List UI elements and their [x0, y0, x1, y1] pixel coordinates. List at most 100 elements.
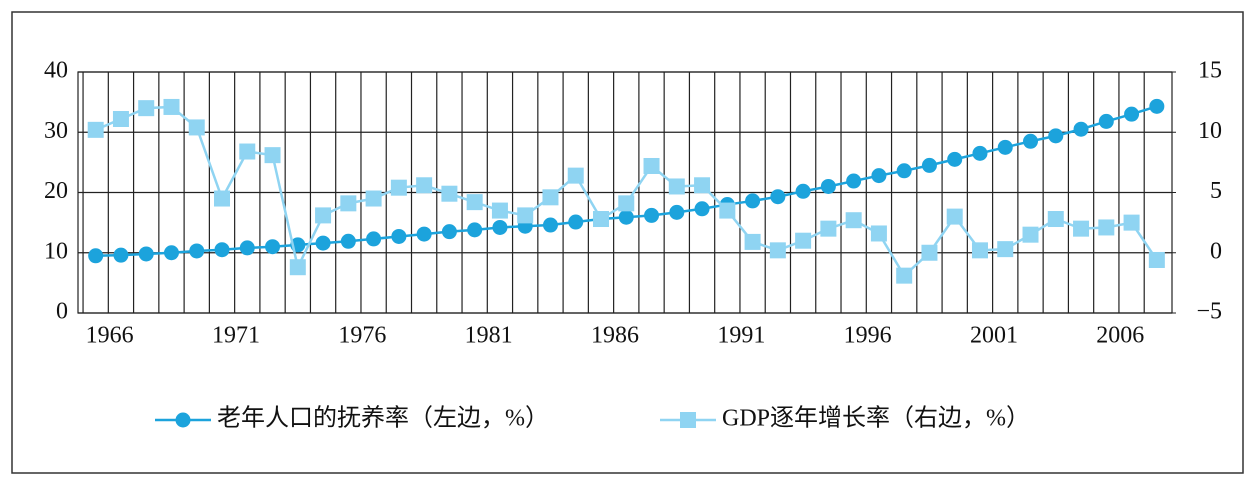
marker — [744, 233, 761, 250]
marker — [1073, 121, 1089, 137]
marker — [466, 194, 483, 211]
marker — [694, 177, 711, 194]
legend-marker — [175, 412, 191, 428]
marker — [644, 207, 660, 223]
marker — [820, 178, 836, 194]
marker — [467, 222, 483, 238]
y2-tick-label: 0 — [1210, 238, 1222, 264]
marker — [163, 98, 180, 115]
x-tick-label: 2006 — [1096, 323, 1144, 349]
y2-tick-label: 15 — [1198, 58, 1222, 84]
marker — [340, 195, 357, 212]
marker — [214, 242, 230, 258]
legend-label: GDP逐年增长率（右边，%） — [722, 405, 1030, 432]
marker — [1098, 113, 1114, 129]
marker — [366, 231, 382, 247]
marker — [491, 202, 508, 219]
marker — [1098, 219, 1115, 236]
marker — [138, 100, 155, 117]
marker — [264, 147, 281, 164]
marker — [1073, 220, 1090, 237]
x-tick-label: 1986 — [591, 323, 639, 349]
marker — [391, 228, 407, 244]
marker — [138, 246, 154, 262]
marker — [592, 211, 609, 228]
marker — [517, 207, 534, 224]
marker — [643, 157, 660, 174]
marker — [997, 139, 1013, 155]
x-tick-label: 2001 — [970, 323, 1018, 349]
marker — [1047, 211, 1064, 228]
marker — [239, 143, 256, 160]
y-tick-label: 20 — [44, 178, 68, 204]
marker — [846, 173, 862, 189]
marker — [189, 243, 205, 259]
marker — [997, 241, 1014, 258]
marker — [669, 204, 685, 220]
y2-tick-label: 10 — [1198, 118, 1222, 144]
marker — [1123, 214, 1140, 231]
marker — [188, 119, 205, 136]
marker — [845, 212, 862, 229]
marker — [390, 179, 407, 196]
marker — [1149, 98, 1165, 114]
marker — [113, 247, 129, 263]
marker — [947, 151, 963, 167]
marker — [112, 110, 129, 127]
x-tick-label: 1991 — [717, 323, 765, 349]
marker — [492, 219, 508, 235]
marker — [365, 190, 382, 207]
marker — [163, 245, 179, 261]
marker — [745, 193, 761, 209]
marker — [694, 201, 710, 217]
y2-tick-label: 5 — [1210, 178, 1222, 204]
marker — [668, 178, 685, 195]
marker — [289, 259, 306, 276]
y-tick-label: 30 — [44, 118, 68, 144]
marker — [265, 239, 281, 255]
marker — [441, 224, 457, 240]
marker — [1022, 226, 1039, 243]
x-tick-label: 1966 — [86, 323, 134, 349]
marker — [946, 208, 963, 225]
marker — [769, 242, 786, 259]
marker — [1124, 106, 1140, 122]
marker — [88, 248, 104, 264]
marker — [618, 209, 634, 225]
x-tick-label: 1981 — [465, 323, 513, 349]
marker — [770, 189, 786, 205]
marker — [871, 168, 887, 184]
marker — [315, 235, 331, 251]
marker — [239, 240, 255, 256]
marker — [896, 163, 912, 179]
marker — [542, 217, 558, 233]
marker — [87, 121, 104, 138]
marker — [795, 183, 811, 199]
marker — [567, 167, 584, 184]
x-tick-label: 1996 — [844, 323, 892, 349]
marker — [416, 177, 433, 194]
marker — [340, 233, 356, 249]
x-tick-label: 1971 — [212, 323, 260, 349]
marker — [1023, 133, 1039, 149]
marker — [1048, 128, 1064, 144]
legend-label: 老年人口的抚养率（左边，%） — [217, 405, 549, 432]
marker — [719, 202, 736, 219]
marker — [315, 207, 332, 224]
marker — [441, 185, 458, 202]
marker — [896, 267, 913, 284]
y-tick-label: 40 — [44, 58, 68, 84]
marker — [568, 214, 584, 230]
marker — [618, 195, 635, 212]
marker — [795, 232, 812, 249]
marker — [972, 145, 988, 161]
marker — [820, 220, 837, 237]
y-tick-label: 10 — [44, 238, 68, 264]
y2-tick-label: −5 — [1196, 299, 1222, 325]
marker — [921, 244, 938, 261]
marker — [416, 226, 432, 242]
legend-marker — [680, 412, 696, 428]
plot-border — [77, 71, 1173, 314]
marker — [1148, 251, 1165, 268]
